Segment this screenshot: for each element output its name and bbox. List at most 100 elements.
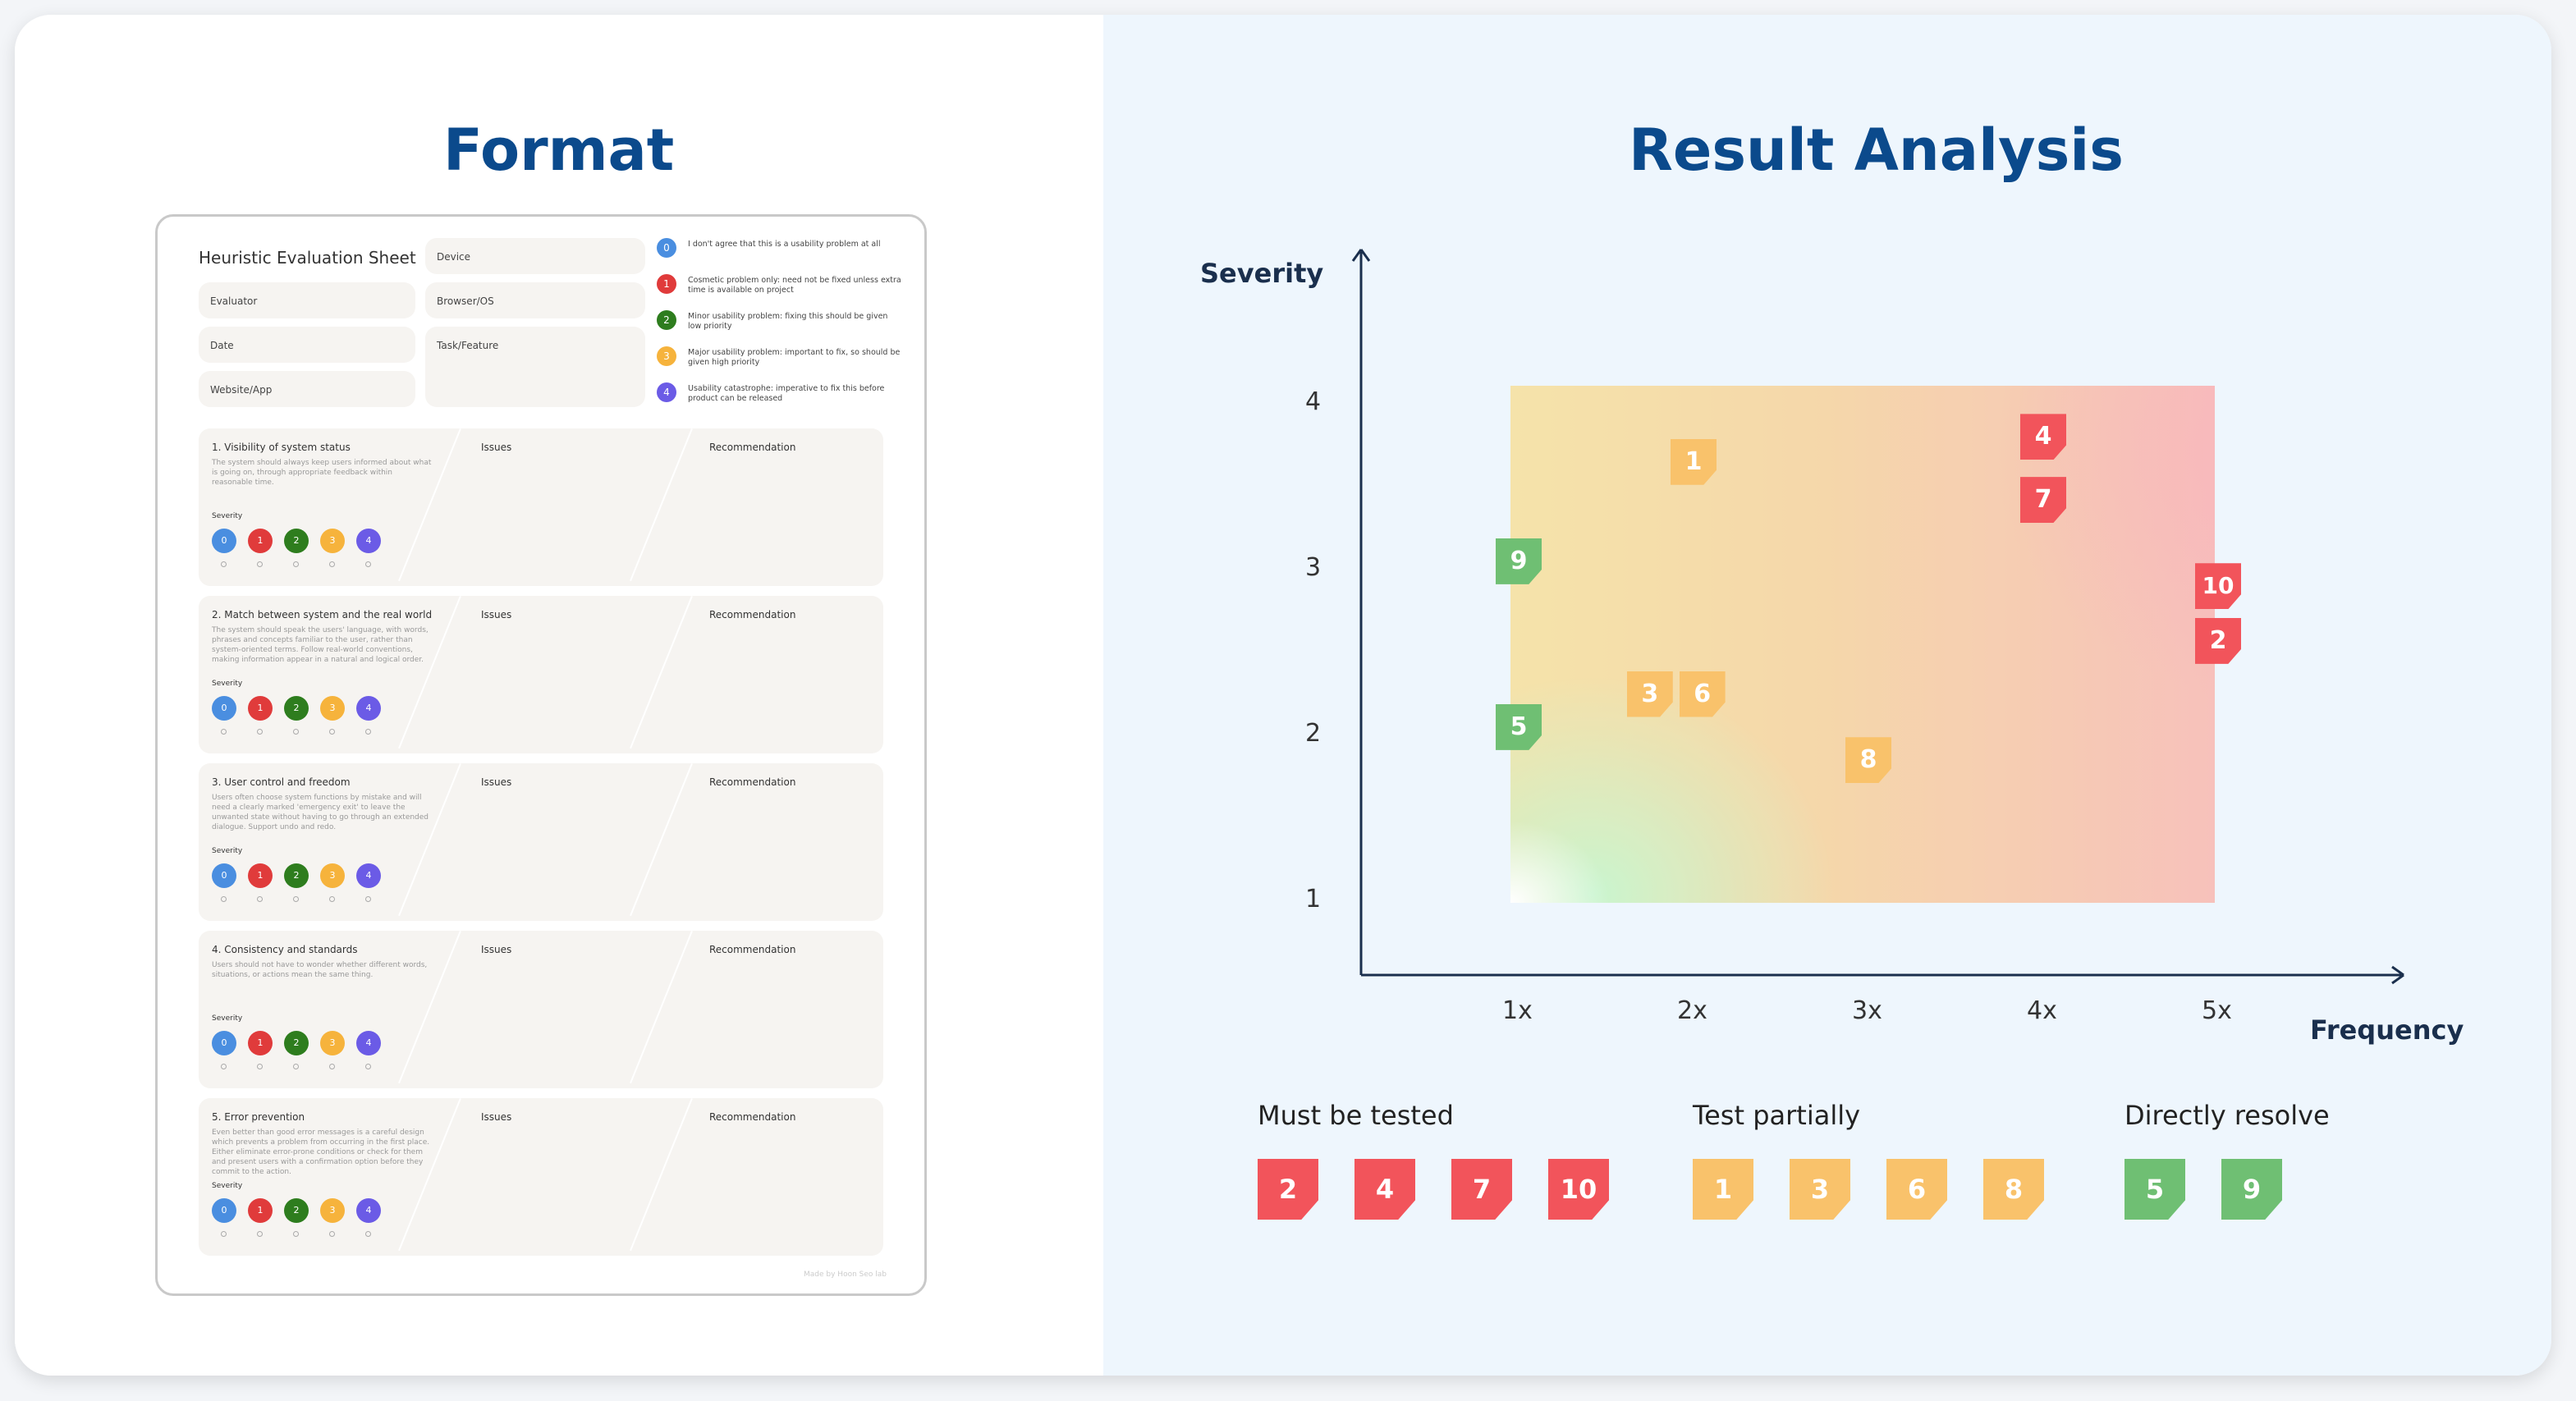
severity-radio[interactable] [365,896,371,902]
recommendation-label: Recommendation [709,1111,796,1123]
section-title: 2. Match between system and the real wor… [212,609,433,620]
issue-marker: 6 [1679,671,1726,717]
severity-option[interactable]: 4 [356,696,381,721]
section-title: 4. Consistency and standards [212,944,358,955]
severity-radio[interactable] [257,1231,263,1237]
y-tick-label: 4 [1305,387,1322,416]
y-tick-label: 2 [1305,719,1322,748]
legend-description: Major usability problem: important to fi… [688,348,901,367]
x-axis-label: Frequency [2310,1014,2464,1046]
recommendation-label: Recommendation [709,442,796,453]
recommendation-label: Recommendation [709,776,796,788]
severity-option[interactable]: 2 [284,863,309,888]
group-issue-marker: 10 [1548,1159,1609,1220]
severity-option[interactable]: 0 [212,696,236,721]
issue-marker: 4 [2020,414,2066,460]
severity-option[interactable]: 1 [248,1198,273,1223]
severity-radio[interactable] [293,729,299,735]
severity-dot: 0 [657,238,676,258]
browser-field[interactable]: Browser/OS [425,282,645,318]
severity-radio[interactable] [293,896,299,902]
severity-label: Severity [212,847,243,855]
severity-option[interactable]: 1 [248,863,273,888]
severity-radio[interactable] [293,1231,299,1237]
severity-radio[interactable] [329,1064,335,1069]
severity-radio[interactable] [221,1064,227,1069]
y-tick-label: 1 [1305,885,1322,913]
group-issue-marker: 1 [1693,1159,1753,1220]
heuristic-section: 1. Visibility of system status The system… [199,428,883,586]
severity-radio[interactable] [221,1231,227,1237]
group-issue-marker: 7 [1451,1159,1512,1220]
x-tick-label: 5x [2202,996,2232,1025]
recommendation-label: Recommendation [709,944,796,955]
chart-axes [1351,249,2404,985]
severity-option[interactable]: 1 [248,696,273,721]
x-axis-arrow [2391,973,2404,985]
recommendation-label: Recommendation [709,609,796,620]
severity-radio[interactable] [293,1064,299,1069]
y-tick-label: 3 [1305,553,1322,582]
severity-radio[interactable] [221,729,227,735]
severity-option[interactable]: 4 [356,529,381,553]
date-field[interactable]: Date [199,327,415,363]
severity-option[interactable]: 4 [356,863,381,888]
severity-radio[interactable] [365,729,371,735]
evaluator-field[interactable]: Evaluator [199,282,415,318]
severity-radio[interactable] [329,896,335,902]
severity-radio[interactable] [257,561,263,567]
issue-marker: 9 [1496,538,1542,584]
group-label: Directly resolve [2125,1100,2330,1131]
severity-radio[interactable] [257,896,263,902]
legend-description: Usability catastrophe: imperative to fix… [688,384,885,403]
severity-option[interactable]: 3 [320,696,345,721]
severity-option[interactable]: 2 [284,1031,309,1055]
severity-option[interactable]: 3 [320,1198,345,1223]
severity-option[interactable]: 2 [284,696,309,721]
y-axis-arrow [1351,249,1363,262]
evaluation-sheet: Heuristic Evaluation Sheet Evaluator Dat… [155,214,927,1296]
format-panel: Format Heuristic Evaluation Sheet Evalua… [15,15,1103,1376]
severity-radio[interactable] [365,561,371,567]
severity-option[interactable]: 3 [320,529,345,553]
severity-option[interactable]: 3 [320,1031,345,1055]
severity-option[interactable]: 4 [356,1198,381,1223]
severity-radio[interactable] [329,729,335,735]
sheet-credit: Made by Hoon Seo lab [804,1271,887,1279]
severity-radio[interactable] [293,561,299,567]
task-field[interactable]: Task/Feature [425,327,645,407]
group-issue-marker: 9 [2221,1159,2282,1220]
x-tick-label: 4x [2027,996,2057,1025]
severity-option[interactable]: 0 [212,863,236,888]
severity-option[interactable]: 3 [320,863,345,888]
severity-option[interactable]: 2 [284,529,309,553]
severity-option[interactable]: 0 [212,529,236,553]
device-field[interactable]: Device [425,238,645,274]
x-tick-label: 2x [1677,996,1707,1025]
legend-description: I don't agree that this is a usability p… [688,240,881,249]
section-title: 3. User control and freedom [212,776,351,788]
section-title: 1. Visibility of system status [212,442,351,453]
severity-radio[interactable] [365,1231,371,1237]
severity-radio[interactable] [221,896,227,902]
severity-option[interactable]: 4 [356,1031,381,1055]
severity-radio[interactable] [221,561,227,567]
website-field[interactable]: Website/App [199,371,415,407]
severity-option[interactable]: 0 [212,1031,236,1055]
heuristic-section: 2. Match between system and the real wor… [199,596,883,753]
severity-radio[interactable] [365,1064,371,1069]
x-axis-arrow [2391,965,2404,977]
severity-option[interactable]: 1 [248,1031,273,1055]
severity-option[interactable]: 2 [284,1198,309,1223]
issues-label: Issues [481,609,512,620]
issue-marker: 1 [1671,438,1717,485]
section-description: Users often choose system functions by m… [212,794,429,831]
section-title: 5. Error prevention [212,1111,305,1123]
legend-item: 4 Usability catastrophe: imperative to fi… [657,382,903,415]
severity-option[interactable]: 0 [212,1198,236,1223]
severity-option[interactable]: 1 [248,529,273,553]
severity-radio[interactable] [257,729,263,735]
severity-radio[interactable] [329,1231,335,1237]
severity-radio[interactable] [329,561,335,567]
severity-radio[interactable] [257,1064,263,1069]
